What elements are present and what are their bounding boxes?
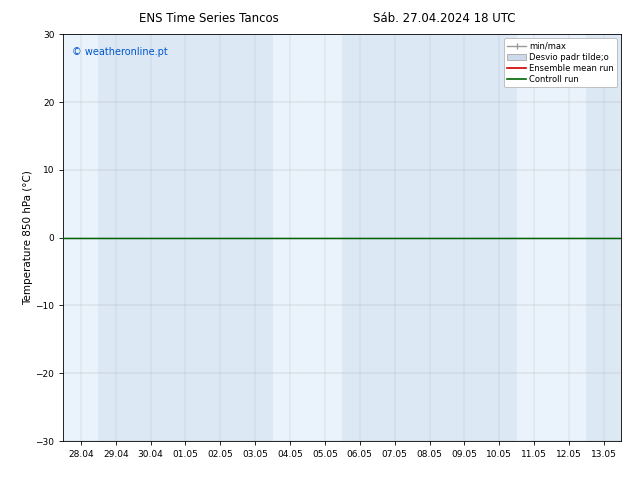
Bar xyxy=(517,34,552,441)
Bar xyxy=(63,34,98,441)
Text: ENS Time Series Tancos: ENS Time Series Tancos xyxy=(139,12,279,25)
Bar xyxy=(552,34,586,441)
Text: © weatheronline.pt: © weatheronline.pt xyxy=(72,47,167,56)
Bar xyxy=(307,34,342,441)
Y-axis label: Temperature 850 hPa (°C): Temperature 850 hPa (°C) xyxy=(23,170,32,305)
Legend: min/max, Desvio padr tilde;o, Ensemble mean run, Controll run: min/max, Desvio padr tilde;o, Ensemble m… xyxy=(504,39,617,87)
Bar xyxy=(273,34,307,441)
Text: Sáb. 27.04.2024 18 UTC: Sáb. 27.04.2024 18 UTC xyxy=(373,12,515,25)
